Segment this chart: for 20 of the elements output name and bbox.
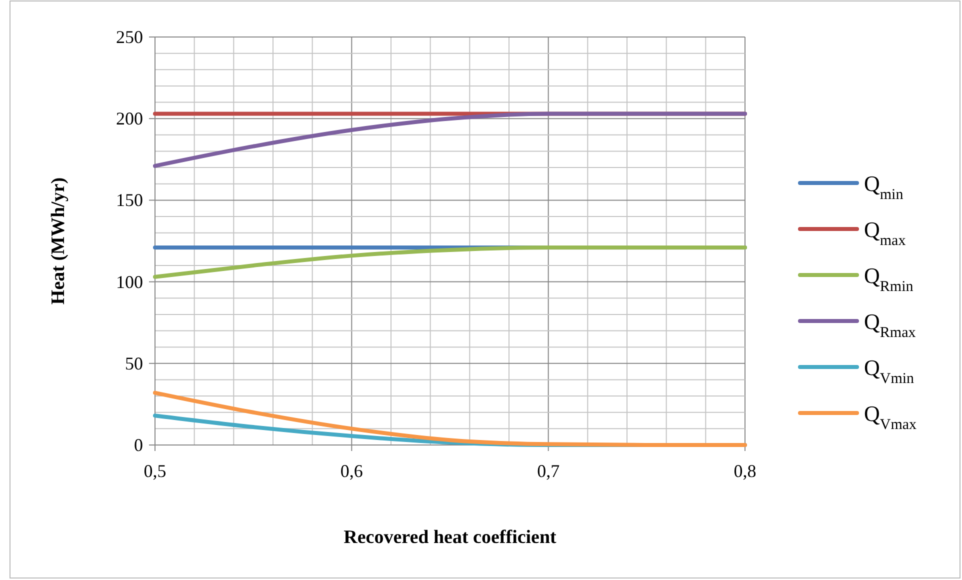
legend-label: Q$_{Rmin}$ bbox=[864, 263, 914, 295]
y-tick-label: 50 bbox=[125, 353, 143, 374]
x-tick-label: 0,6 bbox=[340, 461, 363, 481]
line-series bbox=[153, 390, 747, 447]
y-tick-label: 0 bbox=[134, 435, 143, 455]
x-tick-label: 0,8 bbox=[734, 461, 756, 481]
legend-label: Q$_{Vmax}$ bbox=[864, 401, 918, 433]
y-axis-title: Heat (MWh/yr) bbox=[48, 177, 69, 305]
legend-label: Q$_{Rmax}$ bbox=[864, 309, 916, 341]
y-tick-label: 250 bbox=[116, 27, 143, 47]
x-tick-label: 0,7 bbox=[537, 461, 560, 481]
x-axis-title: Recovered heat coefficient bbox=[344, 527, 558, 548]
legend-label: Q$_{Vmin}$ bbox=[864, 355, 915, 387]
legend-label: Q$_{max}$ bbox=[864, 217, 906, 249]
y-tick-label: 200 bbox=[116, 108, 143, 129]
line-series bbox=[153, 246, 747, 279]
legend-label: Q$_{min}$ bbox=[864, 171, 904, 203]
x-tick-label: 0,5 bbox=[144, 461, 166, 481]
y-tick-label: 150 bbox=[116, 190, 143, 210]
y-tick-label: 100 bbox=[116, 272, 143, 292]
